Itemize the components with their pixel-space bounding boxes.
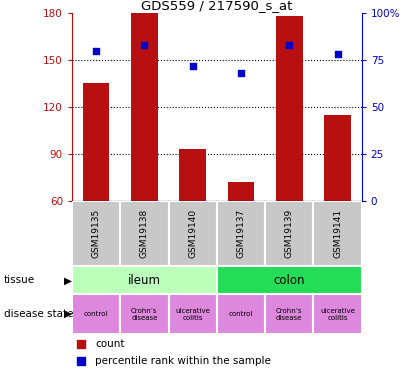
- Text: ulcerative
colitis: ulcerative colitis: [320, 308, 355, 321]
- Point: [77, 358, 84, 364]
- Point: [286, 42, 293, 48]
- Point: [238, 70, 244, 76]
- Bar: [131, 13, 158, 201]
- Text: GSM19139: GSM19139: [285, 209, 294, 258]
- Title: GDS559 / 217590_s_at: GDS559 / 217590_s_at: [141, 0, 293, 12]
- Text: ulcerative
colitis: ulcerative colitis: [175, 308, 210, 321]
- Bar: [72, 201, 120, 266]
- Bar: [324, 115, 351, 201]
- Text: GSM19138: GSM19138: [140, 209, 149, 258]
- Bar: [120, 201, 169, 266]
- Bar: [72, 294, 120, 334]
- Text: GSM19140: GSM19140: [188, 209, 197, 258]
- Bar: [228, 182, 254, 201]
- Bar: [179, 149, 206, 201]
- Point: [141, 42, 148, 48]
- Bar: [313, 294, 362, 334]
- Bar: [217, 201, 265, 266]
- Text: control: control: [229, 311, 253, 317]
- Point: [93, 48, 99, 54]
- Bar: [169, 294, 217, 334]
- Bar: [313, 201, 362, 266]
- Bar: [120, 294, 169, 334]
- Text: ileum: ileum: [128, 274, 161, 287]
- Text: disease state: disease state: [4, 309, 74, 319]
- Text: Crohn’s
disease: Crohn’s disease: [276, 308, 302, 321]
- Text: ▶: ▶: [64, 309, 72, 319]
- Bar: [72, 266, 217, 294]
- Text: GSM19137: GSM19137: [236, 209, 245, 258]
- Point: [189, 63, 196, 69]
- Bar: [83, 84, 109, 201]
- Bar: [169, 201, 217, 266]
- Text: GSM19135: GSM19135: [92, 209, 101, 258]
- Text: ▶: ▶: [64, 275, 72, 285]
- Text: tissue: tissue: [4, 275, 35, 285]
- Bar: [276, 16, 302, 201]
- Bar: [265, 294, 313, 334]
- Text: count: count: [95, 339, 125, 349]
- Point: [77, 341, 84, 347]
- Bar: [217, 266, 362, 294]
- Text: Crohn’s
disease: Crohn’s disease: [131, 308, 157, 321]
- Text: colon: colon: [273, 274, 305, 287]
- Point: [334, 51, 341, 57]
- Text: GSM19141: GSM19141: [333, 209, 342, 258]
- Text: percentile rank within the sample: percentile rank within the sample: [95, 356, 271, 366]
- Bar: [265, 201, 313, 266]
- Bar: [217, 294, 265, 334]
- Text: control: control: [84, 311, 108, 317]
